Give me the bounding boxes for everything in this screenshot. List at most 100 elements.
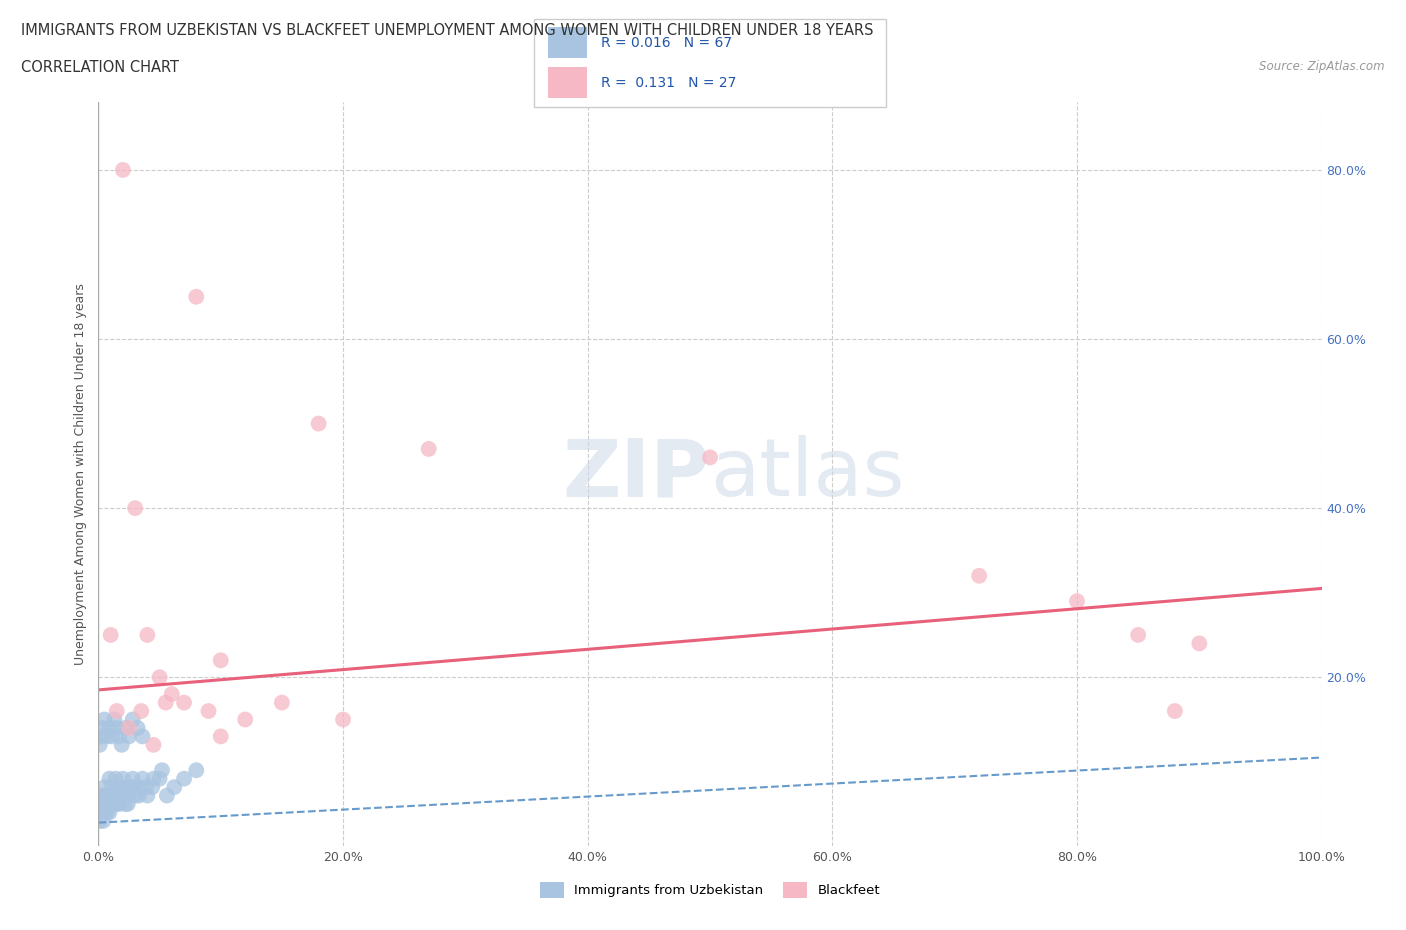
Point bbox=[173, 695, 195, 710]
Point bbox=[160, 686, 183, 701]
Text: ZIP: ZIP bbox=[562, 435, 710, 513]
Point bbox=[150, 763, 173, 777]
Point bbox=[124, 788, 146, 803]
Point bbox=[1128, 628, 1150, 643]
Point bbox=[149, 670, 172, 684]
Point bbox=[117, 797, 139, 812]
Point bbox=[111, 163, 134, 178]
Point bbox=[93, 712, 115, 727]
Point bbox=[128, 779, 150, 794]
Point bbox=[118, 721, 141, 736]
Y-axis label: Unemployment Among Women with Children Under 18 years: Unemployment Among Women with Children U… bbox=[75, 284, 87, 665]
Point bbox=[127, 721, 149, 736]
Point bbox=[97, 788, 120, 803]
Point bbox=[967, 568, 990, 583]
Point bbox=[91, 805, 114, 820]
Point bbox=[91, 721, 114, 736]
Point bbox=[1066, 593, 1088, 608]
Point bbox=[197, 704, 219, 719]
Point bbox=[96, 805, 118, 820]
Point bbox=[105, 788, 128, 803]
Point bbox=[91, 797, 114, 812]
Point bbox=[93, 788, 115, 803]
Point bbox=[101, 788, 124, 803]
Point bbox=[104, 797, 127, 812]
Point bbox=[1164, 704, 1187, 719]
Point bbox=[156, 788, 179, 803]
Point bbox=[173, 771, 195, 786]
Point bbox=[332, 712, 354, 727]
Point bbox=[108, 797, 131, 812]
Point bbox=[89, 737, 111, 752]
Point bbox=[98, 805, 121, 820]
Point bbox=[124, 500, 146, 515]
Point bbox=[136, 788, 159, 803]
Point bbox=[142, 737, 165, 752]
FancyBboxPatch shape bbox=[534, 19, 886, 107]
Point bbox=[98, 721, 121, 736]
Point bbox=[96, 729, 118, 744]
Text: IMMIGRANTS FROM UZBEKISTAN VS BLACKFEET UNEMPLOYMENT AMONG WOMEN WITH CHILDREN U: IMMIGRANTS FROM UZBEKISTAN VS BLACKFEET … bbox=[21, 23, 873, 38]
Point bbox=[100, 797, 122, 812]
Point bbox=[103, 797, 125, 812]
Point bbox=[149, 771, 172, 786]
Point bbox=[111, 788, 134, 803]
Point bbox=[209, 653, 232, 668]
Point bbox=[90, 729, 112, 744]
Point bbox=[103, 712, 125, 727]
Text: CORRELATION CHART: CORRELATION CHART bbox=[21, 60, 179, 75]
Point bbox=[120, 779, 142, 794]
Point bbox=[104, 771, 127, 786]
Point bbox=[141, 779, 163, 794]
Text: R = 0.016   N = 67: R = 0.016 N = 67 bbox=[602, 36, 733, 50]
Point bbox=[93, 779, 115, 794]
Point bbox=[96, 797, 118, 812]
Point bbox=[101, 788, 124, 803]
Point bbox=[186, 289, 208, 304]
Point bbox=[105, 721, 128, 736]
Point bbox=[111, 737, 134, 752]
Point bbox=[209, 729, 232, 744]
Point bbox=[105, 704, 128, 719]
Point bbox=[111, 779, 134, 794]
Point bbox=[699, 450, 721, 465]
Point bbox=[101, 729, 124, 744]
Point bbox=[89, 814, 111, 829]
Point bbox=[270, 695, 294, 710]
Point bbox=[121, 712, 143, 727]
Point bbox=[91, 788, 114, 803]
Point bbox=[118, 729, 141, 744]
Legend: Immigrants from Uzbekistan, Blackfeet: Immigrants from Uzbekistan, Blackfeet bbox=[534, 877, 886, 903]
Point bbox=[121, 779, 143, 794]
Point bbox=[111, 771, 134, 786]
Point bbox=[131, 729, 153, 744]
Point bbox=[121, 771, 143, 786]
Point bbox=[90, 805, 112, 820]
Point bbox=[107, 779, 129, 794]
Point bbox=[101, 779, 124, 794]
Point bbox=[108, 779, 131, 794]
Point bbox=[114, 797, 136, 812]
Point bbox=[131, 771, 153, 786]
Point bbox=[117, 788, 139, 803]
Point bbox=[98, 771, 121, 786]
Text: R =  0.131   N = 27: R = 0.131 N = 27 bbox=[602, 75, 737, 89]
Point bbox=[114, 721, 136, 736]
Point bbox=[136, 628, 159, 643]
Point bbox=[128, 788, 150, 803]
Point bbox=[90, 805, 112, 820]
Point bbox=[155, 695, 177, 710]
Point bbox=[108, 729, 131, 744]
Point bbox=[1188, 636, 1211, 651]
Point bbox=[233, 712, 256, 727]
Point bbox=[110, 788, 132, 803]
Text: Source: ZipAtlas.com: Source: ZipAtlas.com bbox=[1260, 60, 1385, 73]
Point bbox=[142, 771, 165, 786]
Bar bbox=[548, 67, 586, 99]
Point bbox=[94, 797, 117, 812]
Point bbox=[129, 704, 152, 719]
Bar bbox=[548, 28, 586, 59]
Point bbox=[418, 442, 440, 457]
Point bbox=[100, 628, 122, 643]
Text: atlas: atlas bbox=[710, 435, 904, 513]
